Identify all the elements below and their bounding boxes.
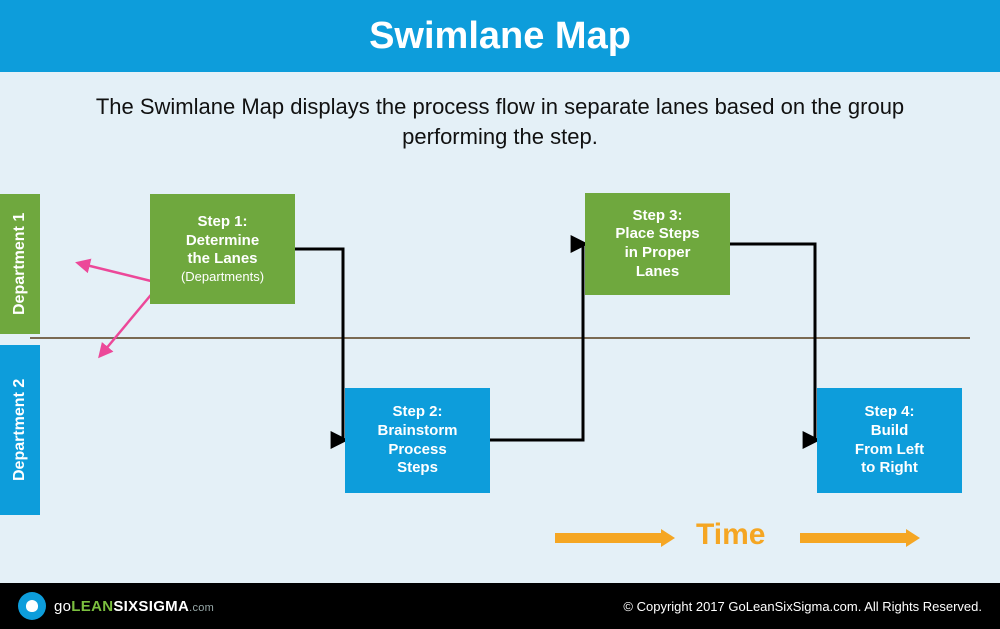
step-line: the Lanes bbox=[187, 250, 257, 269]
header-bar: Swimlane Map bbox=[0, 0, 1000, 72]
step-title: Step 2: bbox=[392, 403, 442, 422]
connector-path bbox=[490, 244, 585, 440]
swimlane-divider bbox=[30, 337, 970, 339]
footer-logo: goLEANSIXSIGMA.com bbox=[18, 592, 214, 620]
step-box-step2: Step 2:BrainstormProcessSteps bbox=[345, 388, 490, 493]
step-line: Brainstorm bbox=[377, 422, 457, 441]
step-line: Lanes bbox=[636, 263, 679, 282]
step-line: Steps bbox=[397, 459, 438, 478]
step-line: to Right bbox=[861, 459, 918, 478]
bulb-icon bbox=[18, 592, 46, 620]
time-arrow-left bbox=[555, 529, 675, 547]
step-line: Process bbox=[388, 441, 446, 460]
step-title: Step 1: bbox=[197, 213, 247, 232]
page-title: Swimlane Map bbox=[369, 15, 631, 58]
footer-bar: goLEANSIXSIGMA.com © Copyright 2017 GoLe… bbox=[0, 583, 1000, 629]
step-box-step3: Step 3:Place Stepsin ProperLanes bbox=[585, 193, 730, 295]
subtitle-text: The Swimlane Map displays the process fl… bbox=[50, 92, 950, 151]
step-subtext: (Departments) bbox=[181, 269, 264, 285]
lane-label-dept2: Department 2 bbox=[0, 345, 40, 515]
callout-arrow bbox=[100, 290, 155, 356]
callout-arrow bbox=[78, 263, 155, 282]
logo-text: goLEANSIXSIGMA.com bbox=[54, 598, 214, 615]
diagram-canvas: Swimlane Map The Swimlane Map displays t… bbox=[0, 0, 1000, 629]
step-title: Step 3: bbox=[632, 207, 682, 226]
connector-path bbox=[730, 244, 817, 440]
lane-label-dept1: Department 1 bbox=[0, 194, 40, 334]
step-line: From Left bbox=[855, 441, 924, 460]
step-box-step4: Step 4:BuildFrom Leftto Right bbox=[817, 388, 962, 493]
connector-path bbox=[295, 249, 345, 440]
time-arrow-right bbox=[800, 529, 920, 547]
step-line: Place Steps bbox=[615, 225, 699, 244]
copyright-text: © Copyright 2017 GoLeanSixSigma.com. All… bbox=[623, 599, 982, 614]
step-line: in Proper bbox=[625, 244, 691, 263]
step-line: Determine bbox=[186, 232, 259, 251]
step-line: Build bbox=[871, 422, 909, 441]
step-box-step1: Step 1:Determinethe Lanes(Departments) bbox=[150, 194, 295, 304]
time-label: Time bbox=[696, 518, 765, 552]
step-title: Step 4: bbox=[864, 403, 914, 422]
